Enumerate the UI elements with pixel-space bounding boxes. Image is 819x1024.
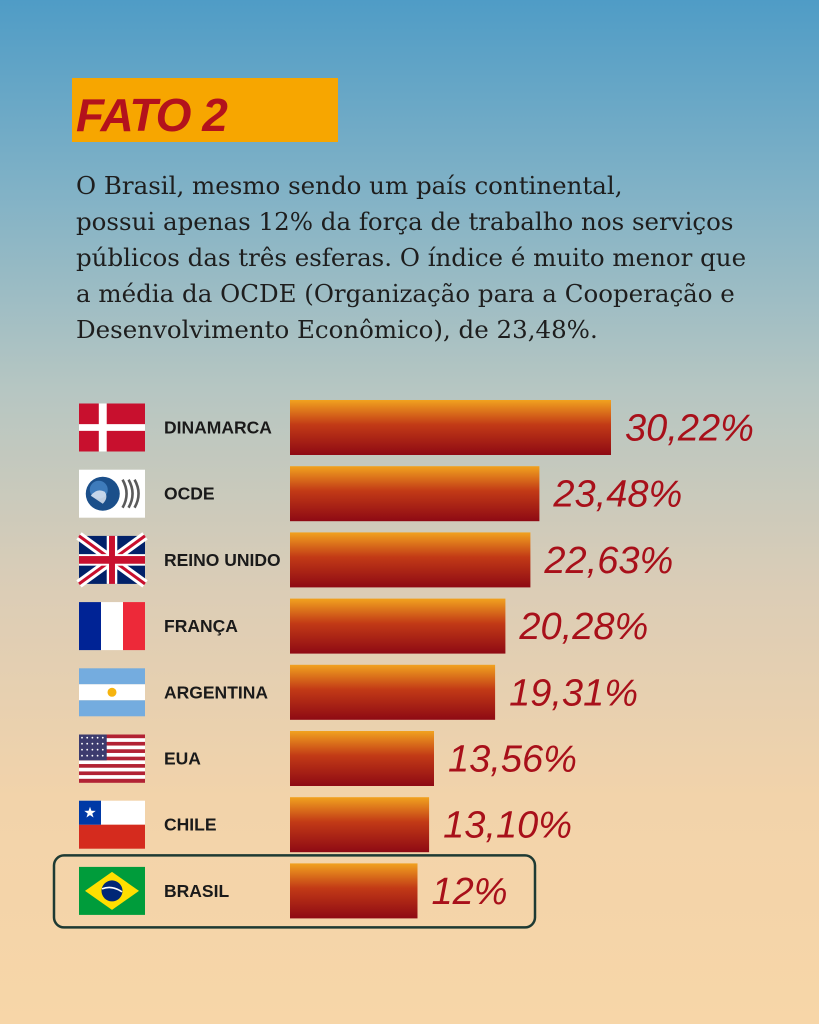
fact-badge-title: FATO 2 xyxy=(76,89,228,141)
bar-brasil xyxy=(290,863,418,919)
country-label-argentina: ARGENTINA xyxy=(164,682,268,702)
intro-line-3: públicos das três esferas. O índice é mu… xyxy=(76,243,747,272)
country-label-franca: FRANÇA xyxy=(164,616,238,636)
country-label-brasil: BRASIL xyxy=(164,881,229,901)
intro-paragraph: O Brasil, mesmo sendo um país continenta… xyxy=(76,168,796,348)
denmark-flag-icon xyxy=(79,403,145,452)
intro-line-5: Desenvolvimento Econômico), de 23,48%. xyxy=(76,315,598,344)
bar-dinamarca xyxy=(290,400,611,455)
country-label-ocde: OCDE xyxy=(164,484,215,504)
value-label-ocde: 23,48% xyxy=(552,474,682,516)
value-label-brasil: 12% xyxy=(431,871,507,913)
value-label-dinamarca: 30,22% xyxy=(625,408,754,450)
value-label-reino-unido: 22,63% xyxy=(543,540,673,582)
bar-ocde xyxy=(290,466,540,522)
bar-chile xyxy=(290,797,430,853)
intro-line-4: a média da OCDE (Organização para a Coop… xyxy=(76,279,735,308)
bar-reino-unido xyxy=(290,532,531,588)
value-label-eua: 13,56% xyxy=(448,739,577,781)
value-label-chile: 13,10% xyxy=(443,805,572,847)
uk-flag-icon xyxy=(76,532,148,588)
intro-line-2: possui apenas 12% da força de trabalho n… xyxy=(76,207,734,236)
bar-eua xyxy=(290,731,434,786)
france-flag-icon xyxy=(79,602,145,651)
highlight-box-brasil xyxy=(52,854,537,929)
argentina-flag-icon xyxy=(79,668,145,717)
chile-flag-icon xyxy=(79,800,145,849)
bar-argentina xyxy=(290,664,496,720)
country-label-eua: EUA xyxy=(164,749,201,769)
bar-franca xyxy=(290,598,506,654)
country-label-dinamarca: DINAMARCA xyxy=(164,418,272,438)
value-label-franca: 20,28% xyxy=(518,606,648,648)
ocde-logo-icon xyxy=(79,469,145,518)
country-label-reino-unido: REINO UNIDO xyxy=(164,550,281,570)
fact-badge xyxy=(72,78,338,142)
country-label-chile: CHILE xyxy=(164,815,217,835)
usa-flag-icon xyxy=(79,734,145,783)
intro-line-1: O Brasil, mesmo sendo um país continenta… xyxy=(76,171,623,200)
value-label-argentina: 19,31% xyxy=(509,672,638,714)
brazil-flag-icon xyxy=(79,866,145,915)
